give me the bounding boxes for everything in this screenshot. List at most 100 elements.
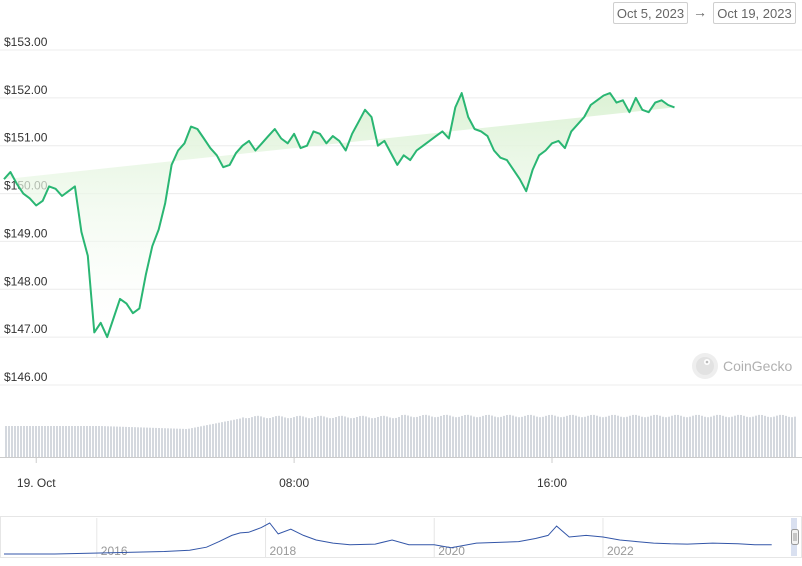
volume-bar (236, 419, 238, 457)
volume-bar (371, 418, 373, 457)
volume-bar (53, 426, 55, 457)
volume-bar (347, 417, 349, 457)
date-range-from-input[interactable]: Oct 5, 2023 (613, 2, 688, 24)
volume-bar (86, 426, 88, 457)
volume-bar (407, 415, 409, 457)
volume-bar (20, 426, 22, 457)
date-range-to-input[interactable]: Oct 19, 2023 (713, 2, 796, 24)
volume-bar (692, 415, 694, 457)
volume-bar (29, 426, 31, 457)
volume-bar (503, 415, 505, 457)
volume-bar (362, 415, 364, 457)
volume-bar (50, 426, 52, 457)
volume-bar (722, 415, 724, 457)
volume-bar (761, 414, 763, 457)
price-area (4, 93, 675, 338)
volume-bar (125, 426, 127, 457)
volume-bar (752, 416, 754, 457)
price-line (3, 92, 675, 339)
volume-bar (644, 417, 646, 457)
volume-bar (38, 426, 40, 457)
volume-bar (182, 428, 184, 457)
navigator-tick-label: 2022 (607, 544, 634, 558)
navigator-line (4, 522, 772, 555)
volume-bar (380, 416, 382, 457)
volume-bar (251, 417, 253, 457)
volume-bar (536, 416, 538, 457)
volume-bar (305, 417, 307, 457)
volume-bar (662, 416, 664, 457)
volume-bar (185, 428, 187, 457)
navigator-handle-box (791, 529, 799, 545)
volume-bar (725, 416, 727, 457)
volume-bar (266, 418, 268, 457)
volume-bar (695, 414, 697, 457)
volume-bar (155, 427, 157, 457)
volume-bar (539, 417, 541, 457)
volume-bar (104, 426, 106, 457)
volume-bar (563, 416, 565, 457)
navigator-handle[interactable] (791, 529, 799, 545)
volume-bar (218, 422, 220, 457)
volume-bar (35, 426, 37, 457)
volume-bar (779, 414, 781, 457)
volume-bar (200, 426, 202, 457)
volume-bar (89, 426, 91, 457)
volume-bar (134, 427, 136, 457)
volume-bar (242, 417, 244, 457)
volume-bar (353, 417, 355, 457)
volume-bar (290, 417, 292, 457)
volume-bar (791, 417, 793, 457)
volume-bar (557, 416, 559, 457)
x-tick-label: 16:00 (537, 476, 567, 490)
volume-bar (269, 417, 271, 457)
volume-bar (452, 416, 454, 457)
volume-bar (221, 422, 223, 457)
volume-bar (260, 416, 262, 457)
volume-bar (497, 417, 499, 457)
volume-bar (44, 426, 46, 457)
volume-bar (395, 417, 397, 457)
x-tick-label: 08:00 (279, 476, 309, 490)
volume-bar (443, 415, 445, 457)
volume-bar (80, 426, 82, 457)
volume-bar (554, 415, 556, 457)
volume-bar (350, 418, 352, 457)
volume-bar (476, 417, 478, 457)
volume-bar (164, 428, 166, 457)
volume-bar (587, 415, 589, 457)
volume-bar (479, 416, 481, 457)
volume-bar (482, 415, 484, 457)
volume-bar (131, 427, 133, 457)
volume-bar (203, 425, 205, 457)
volume-bar (344, 416, 346, 457)
volume-bar (374, 417, 376, 457)
range-arrow-icon: → (693, 4, 707, 20)
price-area-fill (4, 93, 675, 338)
volume-bar (284, 417, 286, 457)
volume-bar (518, 417, 520, 457)
volume-bar (248, 418, 250, 457)
volume-bar (641, 416, 643, 457)
volume-bar (773, 416, 775, 457)
volume-bar (257, 415, 259, 457)
volume-bar (167, 428, 169, 457)
volume-bar (119, 426, 121, 457)
volume-bar (194, 427, 196, 457)
volume-bar (611, 414, 613, 457)
volume-bar (758, 414, 760, 457)
volume-bar (731, 416, 733, 457)
volume-bar (116, 426, 118, 457)
volume-bar (647, 416, 649, 457)
volume-bar (575, 415, 577, 457)
volume-bar (188, 428, 190, 457)
navigator[interactable]: 2016 2018 2020 2022 (0, 516, 802, 559)
volume-bar (794, 416, 796, 457)
volume-bar (161, 428, 163, 457)
volume-bar (329, 418, 331, 457)
volume-bar (449, 415, 451, 457)
volume-bar (146, 427, 148, 457)
volume-bar (488, 414, 490, 457)
volume-bar (551, 414, 553, 457)
